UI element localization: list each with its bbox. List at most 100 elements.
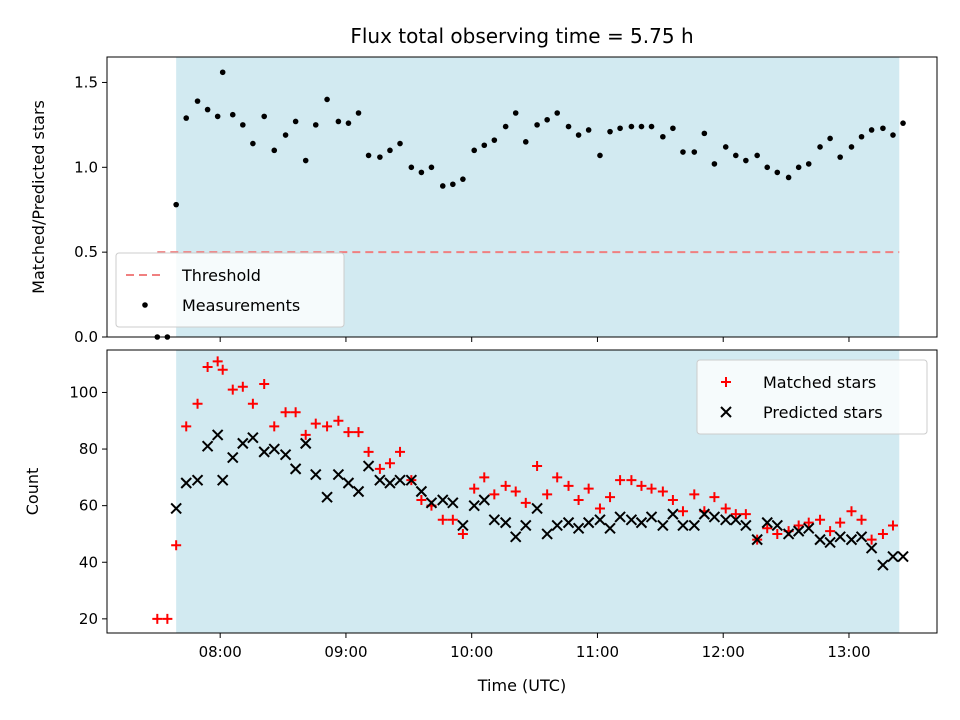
data-point xyxy=(247,398,258,409)
data-point xyxy=(418,169,425,176)
data-point xyxy=(269,421,280,432)
data-point xyxy=(460,176,466,182)
data-point xyxy=(689,489,700,500)
series-dot xyxy=(154,69,906,340)
data-point xyxy=(237,381,248,392)
data-point xyxy=(617,125,623,132)
data-point xyxy=(425,497,438,509)
data-point xyxy=(342,477,355,489)
data-point xyxy=(740,519,752,532)
data-point xyxy=(709,492,720,503)
data-point xyxy=(688,519,700,532)
data-point xyxy=(312,122,319,128)
data-point xyxy=(290,407,301,418)
data-point xyxy=(374,463,385,474)
data-point xyxy=(520,497,531,508)
data-point xyxy=(258,446,270,458)
legend-swatch xyxy=(721,377,731,387)
data-point xyxy=(887,550,899,563)
data-point xyxy=(310,468,322,481)
x-tick-label: 08:00 xyxy=(199,643,242,661)
legend-box xyxy=(696,359,928,435)
data-point xyxy=(321,491,333,503)
data-point xyxy=(835,517,846,528)
data-point xyxy=(450,181,456,188)
data-point xyxy=(900,120,906,126)
data-point xyxy=(868,127,875,133)
data-point xyxy=(834,531,846,543)
data-point xyxy=(237,437,249,450)
data-point xyxy=(785,174,792,181)
data-point xyxy=(439,183,446,189)
data-point xyxy=(479,472,490,483)
data-point xyxy=(607,128,613,135)
data-point xyxy=(646,483,657,494)
count-panel: 20 40 60 80 100 08:00 09:00 10:00 11:00 12:00 13:0… xyxy=(23,349,938,661)
data-point xyxy=(837,154,843,160)
data-point xyxy=(814,533,826,546)
data-point xyxy=(887,520,898,531)
data-point xyxy=(384,458,395,469)
data-point xyxy=(732,152,739,159)
data-point xyxy=(877,559,889,571)
data-point xyxy=(397,140,403,147)
data-point xyxy=(866,534,877,545)
data-point xyxy=(628,123,635,130)
data-point xyxy=(437,494,449,506)
data-point xyxy=(730,514,742,526)
data-point xyxy=(471,147,478,154)
data-point xyxy=(510,486,521,497)
data-point xyxy=(846,506,857,517)
data-point xyxy=(447,497,459,509)
data-point xyxy=(698,508,711,520)
data-point xyxy=(722,144,729,150)
data-point xyxy=(845,533,858,546)
chart-title: Flux total observing time = 5.75 h xyxy=(350,24,693,48)
legend: Matched stars Predicted stars xyxy=(696,359,928,435)
data-point xyxy=(771,519,783,532)
data-point xyxy=(247,432,259,444)
data-point xyxy=(191,474,204,486)
legend-label: Matched stars xyxy=(763,373,876,392)
data-point xyxy=(583,483,594,494)
series-x xyxy=(170,429,909,571)
data-point xyxy=(282,132,289,138)
data-point xyxy=(544,116,550,123)
data-point xyxy=(302,157,309,164)
data-point xyxy=(764,164,771,171)
data-point xyxy=(279,449,292,461)
data-point xyxy=(615,475,626,486)
y-tick-label: 60 xyxy=(79,497,98,515)
data-point xyxy=(192,398,203,409)
data-point xyxy=(667,508,679,520)
plot-frame xyxy=(106,56,938,338)
data-point xyxy=(408,164,415,171)
y-tick-label: 0.0 xyxy=(74,328,98,346)
data-point xyxy=(343,427,354,438)
data-point xyxy=(345,120,352,126)
data-point xyxy=(162,613,173,624)
data-point xyxy=(677,506,688,517)
data-point xyxy=(170,502,182,515)
data-point xyxy=(751,533,763,546)
data-point xyxy=(638,123,645,130)
data-point xyxy=(762,523,773,534)
data-point xyxy=(792,525,805,537)
ratio-panel: 0.0 0.5 1.0 1.5 Matched/Predicted stars Thres… xyxy=(29,56,938,346)
data-point xyxy=(194,98,201,104)
plot-frame xyxy=(106,349,938,634)
y-tick-label: 20 xyxy=(79,610,98,628)
data-point xyxy=(214,113,221,120)
data-point xyxy=(865,542,878,554)
x-tick-label: 10:00 xyxy=(450,643,493,661)
data-point xyxy=(554,110,561,116)
data-point xyxy=(292,118,299,125)
data-point xyxy=(552,472,563,483)
y-tick-label: 1.0 xyxy=(74,158,98,176)
data-point xyxy=(299,437,312,450)
data-point xyxy=(772,528,783,539)
legend-label: Threshold xyxy=(181,266,261,285)
data-point xyxy=(374,474,386,486)
data-point xyxy=(645,511,658,523)
data-point xyxy=(565,123,572,130)
